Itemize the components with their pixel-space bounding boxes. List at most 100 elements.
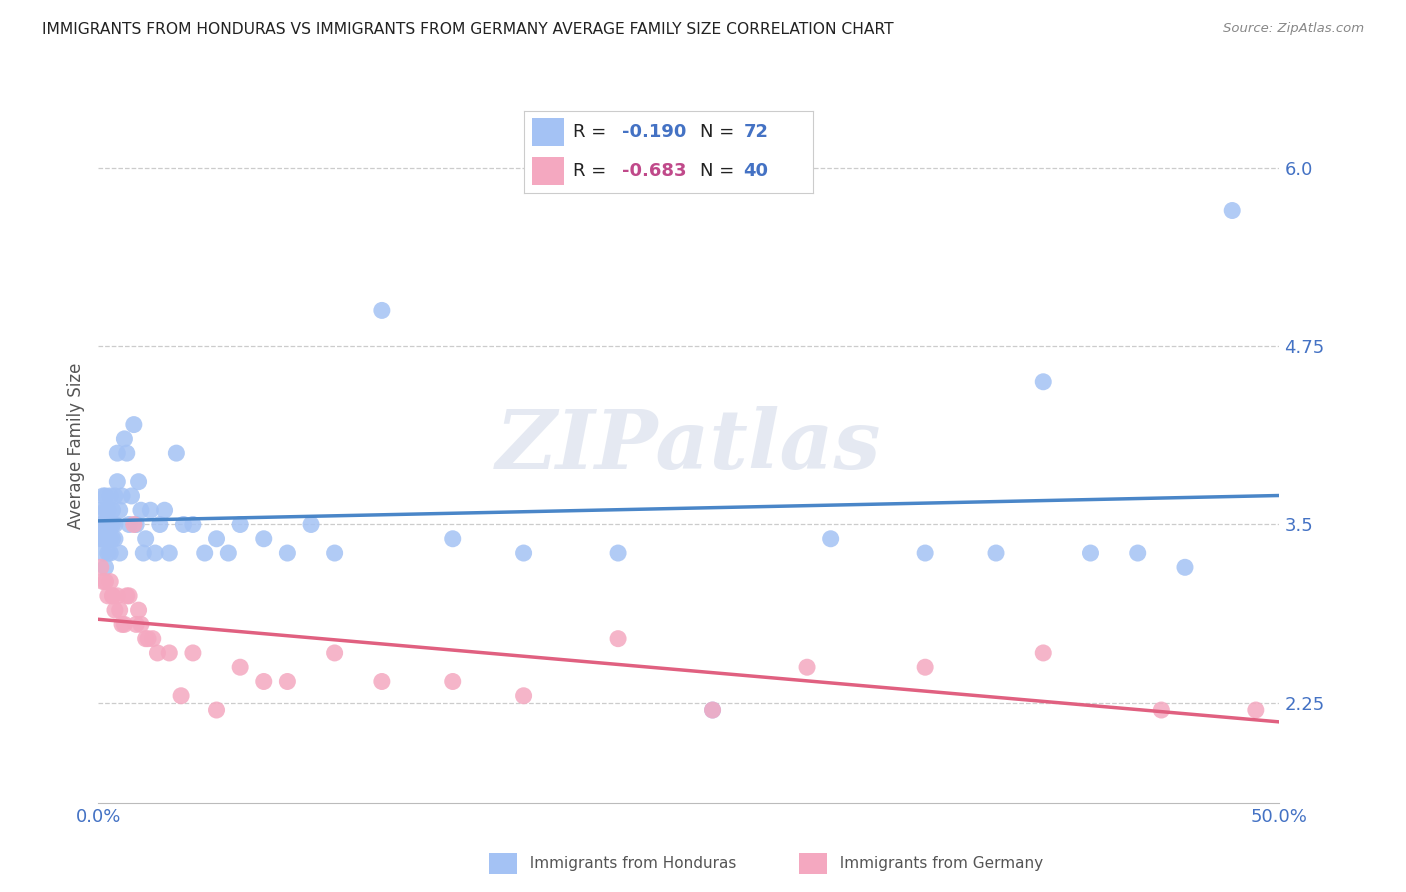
- Point: [607, 546, 630, 560]
- Point: [94, 517, 117, 532]
- FancyBboxPatch shape: [533, 157, 564, 186]
- Point: [607, 632, 630, 646]
- Text: R =: R =: [572, 122, 612, 141]
- Point: [142, 632, 165, 646]
- Point: [91, 546, 114, 560]
- Point: [253, 674, 276, 689]
- Text: 72: 72: [744, 122, 769, 141]
- Point: [796, 660, 818, 674]
- Point: [914, 546, 936, 560]
- Point: [914, 660, 936, 674]
- Text: IMMIGRANTS FROM HONDURAS VS IMMIGRANTS FROM GERMANY AVERAGE FAMILY SIZE CORRELAT: IMMIGRANTS FROM HONDURAS VS IMMIGRANTS F…: [42, 22, 894, 37]
- Point: [91, 517, 114, 532]
- Point: [105, 589, 128, 603]
- Point: [104, 603, 127, 617]
- Point: [149, 517, 172, 532]
- Point: [253, 532, 276, 546]
- Point: [108, 503, 131, 517]
- Text: Immigrants from Honduras: Immigrants from Honduras: [520, 856, 737, 871]
- Point: [112, 617, 135, 632]
- Point: [512, 546, 534, 560]
- Point: [157, 546, 180, 560]
- Point: [115, 589, 138, 603]
- Point: [90, 503, 112, 517]
- Point: [101, 503, 124, 517]
- Point: [181, 646, 204, 660]
- Text: ZIPatlas: ZIPatlas: [496, 406, 882, 486]
- Point: [101, 532, 124, 546]
- Point: [125, 617, 148, 632]
- Point: [118, 589, 141, 603]
- Text: N =: N =: [700, 162, 740, 180]
- Point: [98, 532, 121, 546]
- Point: [115, 446, 138, 460]
- Point: [135, 532, 157, 546]
- Point: [91, 489, 114, 503]
- Point: [128, 475, 150, 489]
- Point: [129, 503, 152, 517]
- Y-axis label: Average Family Size: Average Family Size: [66, 363, 84, 529]
- Point: [101, 589, 124, 603]
- Point: [90, 532, 112, 546]
- Point: [146, 646, 169, 660]
- Point: [97, 503, 120, 517]
- Point: [299, 517, 322, 532]
- Point: [94, 489, 117, 503]
- Point: [98, 489, 121, 503]
- Text: -0.190: -0.190: [621, 122, 686, 141]
- Point: [125, 517, 148, 532]
- Point: [98, 517, 121, 532]
- Point: [98, 574, 121, 589]
- Point: [94, 574, 117, 589]
- Point: [111, 617, 134, 632]
- Point: [702, 703, 724, 717]
- Point: [1080, 546, 1102, 560]
- Point: [371, 674, 394, 689]
- Point: [101, 517, 124, 532]
- Point: [1032, 646, 1054, 660]
- Text: N =: N =: [700, 122, 740, 141]
- Point: [97, 517, 120, 532]
- Point: [91, 574, 114, 589]
- Point: [1220, 203, 1243, 218]
- Point: [512, 689, 534, 703]
- Point: [97, 517, 120, 532]
- Point: [181, 517, 204, 532]
- Point: [112, 432, 135, 446]
- Point: [101, 589, 124, 603]
- Point: [143, 546, 166, 560]
- Point: [205, 532, 228, 546]
- Point: [108, 603, 131, 617]
- Point: [132, 546, 155, 560]
- Point: [94, 503, 117, 517]
- Text: Source: ZipAtlas.com: Source: ZipAtlas.com: [1223, 22, 1364, 36]
- Point: [97, 589, 120, 603]
- Point: [90, 560, 112, 574]
- Point: [129, 617, 152, 632]
- Point: [121, 489, 143, 503]
- Point: [441, 674, 464, 689]
- Point: [276, 546, 298, 560]
- Point: [172, 517, 194, 532]
- Point: [984, 546, 1007, 560]
- Point: [194, 546, 217, 560]
- Point: [104, 517, 127, 532]
- Point: [217, 546, 239, 560]
- Point: [97, 532, 120, 546]
- Point: [1150, 703, 1173, 717]
- Point: [97, 503, 120, 517]
- Text: Immigrants from Germany: Immigrants from Germany: [830, 856, 1043, 871]
- Point: [371, 303, 394, 318]
- Point: [441, 532, 464, 546]
- Point: [91, 532, 114, 546]
- Point: [153, 503, 176, 517]
- Point: [136, 632, 159, 646]
- Point: [118, 517, 141, 532]
- Point: [205, 703, 228, 717]
- Point: [229, 517, 252, 532]
- Point: [135, 632, 157, 646]
- Point: [1126, 546, 1149, 560]
- Point: [104, 532, 127, 546]
- Point: [98, 546, 121, 560]
- FancyBboxPatch shape: [533, 118, 564, 146]
